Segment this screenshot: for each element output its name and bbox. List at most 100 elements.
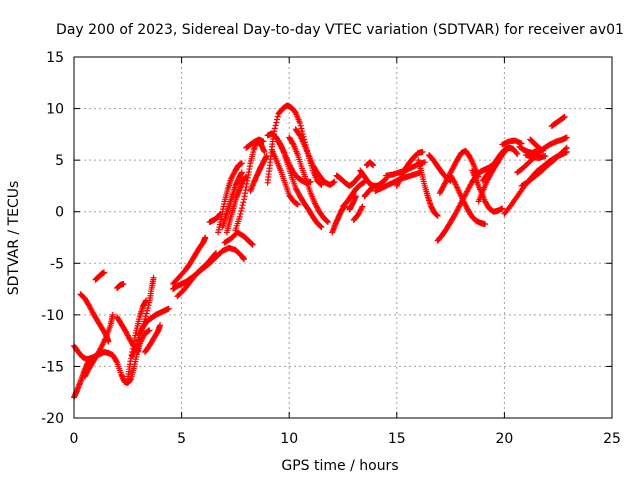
series-s10 xyxy=(135,305,172,339)
data-point xyxy=(241,256,248,263)
data-point xyxy=(370,183,377,190)
y-axis-label: SDTVAR / TECUs xyxy=(6,181,22,296)
series-s31 xyxy=(340,178,368,210)
data-point xyxy=(261,148,268,155)
series-s28 xyxy=(292,126,338,188)
data-point xyxy=(499,205,506,212)
data-point xyxy=(317,223,324,230)
series-s50 xyxy=(518,144,570,189)
series-s26 xyxy=(275,138,325,231)
data-point xyxy=(382,176,389,183)
y-tick-label: -10 xyxy=(41,308,64,324)
data-point xyxy=(143,310,150,317)
data-point xyxy=(101,269,108,276)
data-point xyxy=(324,218,331,225)
data-point xyxy=(318,224,325,231)
series-s34 xyxy=(361,183,377,200)
data-point xyxy=(419,148,426,155)
y-tick-label: -20 xyxy=(41,411,64,427)
chart-title: Day 200 of 2023, Sidereal Day-to-day VTE… xyxy=(56,22,624,38)
data-point xyxy=(248,241,255,248)
series-s40 xyxy=(415,157,441,219)
data-point xyxy=(109,311,116,318)
data-point xyxy=(238,208,245,215)
x-tick-label: 20 xyxy=(495,431,513,447)
y-tick-label: 10 xyxy=(46,102,64,118)
data-point xyxy=(563,134,570,141)
data-point xyxy=(563,144,570,151)
data-point xyxy=(482,221,489,228)
series-s25 xyxy=(268,146,301,208)
series-s35 xyxy=(350,203,366,223)
series-s14 xyxy=(174,244,248,300)
series-s53 xyxy=(522,151,549,162)
axis-ticks: 0 5 10 15 20 25 -20 -15 -10 -5 0 5 10 15 xyxy=(41,50,621,447)
x-tick-label: 25 xyxy=(603,431,621,447)
data-point xyxy=(238,160,245,167)
y-tick-label: -5 xyxy=(50,256,64,272)
data-point xyxy=(359,203,366,210)
data-point xyxy=(298,125,305,132)
plot-frame xyxy=(73,56,613,419)
series-s21 xyxy=(247,153,270,195)
data-point xyxy=(202,234,209,241)
series-s22 xyxy=(243,136,267,151)
series-s29 xyxy=(329,203,349,236)
series-s5 xyxy=(92,269,108,283)
data-point xyxy=(358,204,365,211)
data-point xyxy=(237,210,244,217)
series-s4 xyxy=(81,311,116,380)
data-point xyxy=(514,150,521,157)
data-point xyxy=(273,119,280,126)
series-s17 xyxy=(219,169,245,231)
data-point xyxy=(299,128,306,135)
y-tick-label: 0 xyxy=(55,205,64,221)
series-s52 xyxy=(516,143,540,156)
data-point xyxy=(249,241,256,248)
data-point xyxy=(142,313,149,320)
data-point xyxy=(297,122,304,129)
data-point xyxy=(150,274,157,281)
x-axis-label: GPS time / hours xyxy=(281,458,398,474)
series-s36 xyxy=(363,159,377,169)
data-point xyxy=(165,305,172,312)
series-s19 xyxy=(221,229,256,248)
series-s47 xyxy=(475,144,517,205)
series-s44 xyxy=(447,172,489,228)
data-point xyxy=(421,159,428,166)
data-point xyxy=(370,162,377,169)
data-point xyxy=(562,145,569,152)
data-point xyxy=(146,327,153,334)
x-tick-label: 15 xyxy=(388,431,406,447)
series-s55 xyxy=(548,113,568,130)
series-s16 xyxy=(215,160,245,236)
data-point xyxy=(324,219,331,226)
data-point xyxy=(352,193,359,200)
x-tick-label: 10 xyxy=(280,431,298,447)
data-point xyxy=(510,145,517,152)
series-s27 xyxy=(286,134,331,226)
data-point xyxy=(274,113,281,120)
data-point xyxy=(144,304,151,311)
data-point xyxy=(145,302,152,309)
data-point xyxy=(279,145,286,152)
data-point xyxy=(144,307,151,314)
series-s11 xyxy=(142,322,164,355)
y-tick-label: 5 xyxy=(55,153,64,169)
series-s39 xyxy=(393,148,426,189)
series-s18 xyxy=(223,173,250,236)
data-point xyxy=(272,122,279,129)
data-point xyxy=(120,280,127,287)
data-point xyxy=(561,113,568,120)
y-tick-label: -15 xyxy=(41,359,64,375)
data-point xyxy=(271,125,278,132)
data-point xyxy=(542,153,549,160)
data-point xyxy=(296,120,303,127)
data-point xyxy=(240,199,247,206)
grid-lines xyxy=(74,57,612,418)
data-point xyxy=(513,150,520,157)
data-point xyxy=(434,212,441,219)
data-point xyxy=(307,178,314,185)
